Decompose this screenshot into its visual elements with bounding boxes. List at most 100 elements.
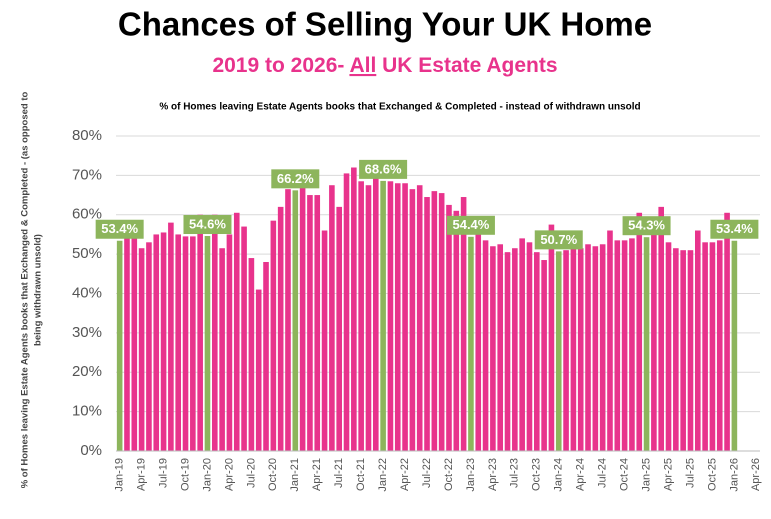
value-label-box: [622, 216, 671, 236]
x-tick-label: Oct-21: [355, 458, 367, 491]
bar: [607, 230, 613, 451]
bar: [321, 230, 328, 451]
bar: [724, 212, 730, 451]
x-tick-label: Jul-22: [421, 458, 433, 488]
bar: [182, 236, 189, 451]
bar: [629, 238, 635, 451]
x-tick-label: Apr-23: [487, 458, 499, 491]
bar: [365, 185, 372, 451]
x-tick-label: Apr-21: [311, 458, 323, 491]
value-label: 54.4%: [452, 217, 489, 232]
bar: [124, 238, 130, 451]
x-tick-label: Jul-25: [684, 458, 696, 488]
bar: [263, 262, 269, 451]
bar: [643, 237, 650, 451]
value-label-box: [534, 230, 583, 250]
x-tick-label: Oct-24: [619, 458, 631, 491]
value-label: 68.6%: [365, 161, 402, 176]
bar: [314, 195, 321, 451]
x-tick-label: Oct-22: [443, 458, 455, 491]
y-axis-title: being withdrawn unsold): [33, 234, 44, 346]
bar: [490, 246, 496, 451]
bar: [577, 248, 584, 451]
x-tick-label: Apr-25: [662, 458, 674, 491]
bar: [512, 248, 518, 451]
x-tick-label: Oct-25: [706, 458, 718, 491]
bar: [153, 234, 160, 451]
bar: [307, 195, 313, 451]
bar: [570, 246, 577, 451]
bar: [731, 240, 738, 451]
bar: [636, 212, 643, 451]
bar: [343, 173, 350, 451]
bar: [475, 234, 482, 451]
bar: [402, 183, 408, 451]
y-tick-label: 10%: [72, 403, 102, 420]
bar: [233, 212, 240, 451]
x-tick-label: Apr-22: [399, 458, 411, 491]
y-tick-label: 30%: [72, 324, 102, 341]
y-tick-label: 50%: [72, 245, 102, 262]
bar: [211, 214, 218, 451]
bar: [665, 242, 672, 451]
value-label-box: [359, 159, 408, 179]
bar: [497, 244, 504, 451]
y-axis-title: % of Homes leaving Estate Agents books t…: [20, 92, 31, 489]
bar: [431, 191, 438, 451]
bar: [673, 248, 679, 451]
value-label: 53.4%: [101, 221, 138, 236]
value-label: 54.6%: [189, 216, 226, 231]
value-label: 66.2%: [277, 171, 314, 186]
y-tick-label: 70%: [72, 166, 102, 183]
bar: [468, 236, 474, 451]
x-tick-label: Apr-24: [575, 458, 587, 491]
bar: [453, 210, 460, 451]
x-tick-label: Jul-21: [333, 458, 345, 488]
x-tick-label: Jan-25: [640, 458, 652, 492]
x-tick-label: Jan-23: [465, 458, 477, 492]
x-tick-label: Jul-19: [157, 458, 169, 488]
bar: [285, 189, 291, 451]
bar: [277, 206, 284, 451]
x-tick-label: Oct-23: [531, 458, 543, 491]
value-label-box: [271, 169, 320, 189]
bar: [548, 224, 555, 451]
subtitle-part: UK Estate Agents: [376, 54, 557, 77]
bar: [248, 258, 255, 451]
bar: [380, 180, 386, 451]
x-tick-label: Jan-21: [289, 458, 301, 492]
bar: [116, 240, 123, 451]
bar: [336, 206, 343, 451]
bar: [585, 244, 591, 451]
bar: [680, 250, 686, 451]
x-tick-label: Jan-24: [553, 458, 565, 492]
bar: [533, 252, 540, 451]
y-tick-label: 0%: [80, 442, 102, 459]
bar: [716, 240, 723, 451]
bar: [614, 240, 621, 451]
bar: [138, 248, 145, 451]
bar: [255, 289, 262, 451]
bar: [292, 190, 299, 451]
bar: [219, 248, 225, 451]
y-tick-label: 60%: [72, 206, 102, 223]
value-label: 54.3%: [628, 218, 665, 233]
bar: [460, 197, 467, 451]
bar: [651, 226, 657, 451]
x-tick-label: Jan-19: [114, 458, 126, 492]
bar: [621, 240, 628, 451]
bar: [351, 167, 357, 451]
bar: [160, 232, 167, 451]
bar: [387, 181, 394, 451]
bar: [168, 222, 174, 451]
bar: [146, 242, 152, 451]
value-label-box: [95, 219, 144, 239]
bar: [424, 197, 430, 451]
bar: [226, 234, 233, 451]
value-label-box: [710, 219, 759, 239]
subtitle: 2019 to 2026- All UK Estate Agents: [212, 54, 557, 77]
bar: [555, 251, 562, 451]
bar: [241, 226, 247, 451]
subtitle-part: 2019 to 2026-: [212, 54, 349, 77]
